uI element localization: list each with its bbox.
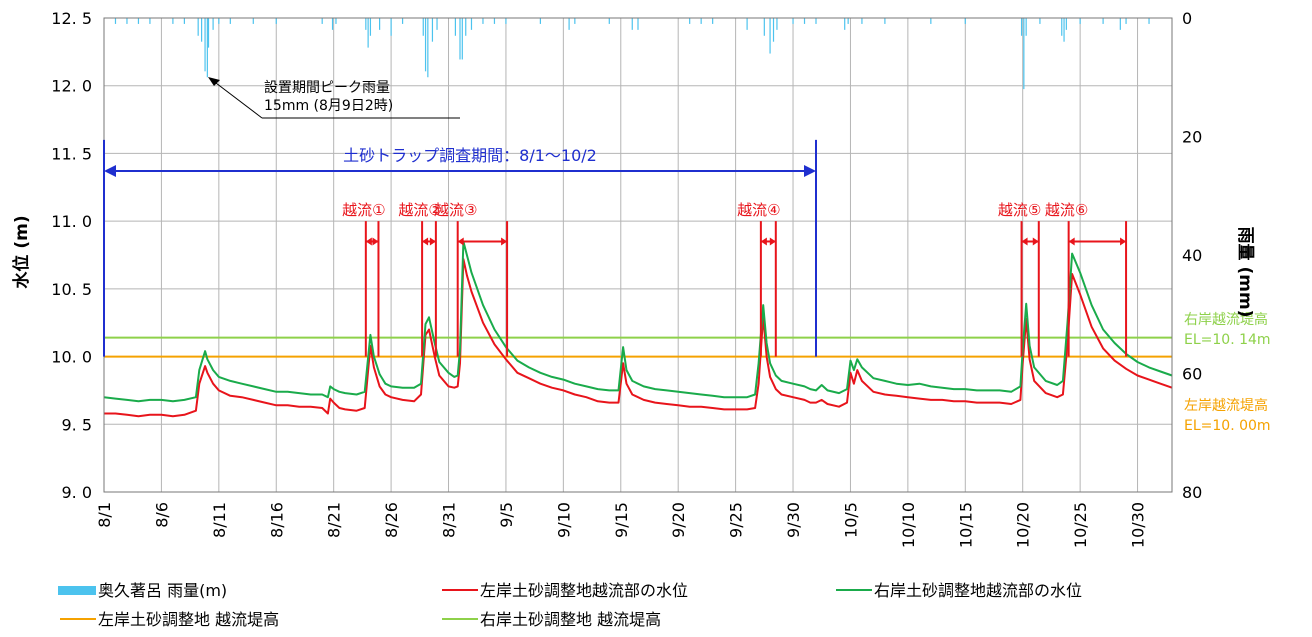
x-tick-label: 8/26 xyxy=(382,502,401,538)
legend: 奥久著呂 雨量(m) 左岸土砂調整地越流部の水位 右岸土砂調整地越流部の水位左岸土砂… xyxy=(58,581,1082,629)
overflow-label: 越流③ xyxy=(434,201,477,219)
overflow-arrowhead-right xyxy=(1120,237,1127,246)
y-right-title: 雨量 (mm) xyxy=(1235,227,1256,318)
series-line xyxy=(103,240,1173,403)
y-left-tick-label: 11. 5 xyxy=(51,144,92,163)
peak-rain-arrowhead xyxy=(208,77,220,86)
right-levee-value: EL=10. 14m xyxy=(1184,332,1271,348)
left-levee-value: EL=10. 00m xyxy=(1184,418,1271,434)
overflow-arrowhead-left xyxy=(760,237,767,246)
left-levee-label: 左岸越流堤高 xyxy=(1184,397,1268,414)
overflow-label: 越流④ xyxy=(737,201,780,219)
x-tick-label: 9/15 xyxy=(612,502,631,538)
grid-lines xyxy=(103,17,1172,493)
y-left-tick-label: 12. 5 xyxy=(51,9,92,28)
y-left-tick-label: 12. 0 xyxy=(51,77,92,96)
legend-label: 右岸土砂調整地越流部の水位 xyxy=(874,581,1082,600)
x-tick-label: 10/5 xyxy=(841,502,860,538)
legend-label: 左岸土砂調整地 越流堤高 xyxy=(98,610,279,629)
overflow-arrowhead-right xyxy=(769,237,776,246)
overflow-arrowhead-right xyxy=(501,237,508,246)
overflow-arrowhead-left xyxy=(1068,237,1075,246)
axis-ticks: 9. 0 9. 5 10. 0 10. 5 11. 0 11. 5 12. 0 12. 5 0 2… xyxy=(51,9,1202,548)
x-tick-label: 9/20 xyxy=(669,502,688,538)
peak-rain-label: 設置期間ピーク雨量 xyxy=(264,80,390,96)
survey-period-label: 土砂トラップ調査期間：8/1〜10/2 xyxy=(343,146,597,165)
legend-label: 右岸土砂調整地 越流堤高 xyxy=(480,610,661,629)
x-tick-label: 8/1 xyxy=(95,502,114,528)
legend-label: 左岸土砂調整地越流部の水位 xyxy=(480,581,688,600)
legend-label: 奥久著呂 雨量(m) xyxy=(98,581,227,600)
y-right-tick-label: 0 xyxy=(1182,9,1192,28)
levee-lines xyxy=(104,336,1172,358)
legend-swatch-bar xyxy=(58,586,96,595)
overflow-label: 越流① xyxy=(342,201,385,219)
x-tick-label: 9/30 xyxy=(784,502,803,538)
x-tick-label: 9/25 xyxy=(727,502,746,538)
x-tick-label: 10/30 xyxy=(1129,502,1148,548)
overflow-arrowhead-right xyxy=(1032,237,1039,246)
overflow-arrowhead-right xyxy=(372,237,379,246)
annotations: 設置期間ピーク雨量 15mm (8月9日2時) 土砂トラップ調査期間：8/1〜10/… xyxy=(103,77,1271,434)
peak-rain-value: 15mm (8月9日2時) xyxy=(264,98,393,114)
x-tick-label: 9/5 xyxy=(497,502,516,528)
series-line xyxy=(104,258,1173,418)
overflow-label: 越流⑤ xyxy=(998,201,1041,219)
y-right-tick-label: 80 xyxy=(1182,483,1202,502)
overflow-arrowhead-left xyxy=(1021,237,1028,246)
overflow-label: 越流⑥ xyxy=(1045,201,1088,219)
y-left-tick-label: 10. 5 xyxy=(51,280,92,299)
y-right-tick-label: 60 xyxy=(1182,365,1202,384)
x-tick-label: 9/10 xyxy=(554,502,573,538)
x-tick-label: 8/31 xyxy=(440,502,459,538)
x-tick-label: 8/16 xyxy=(267,502,286,538)
y-left-title: 水位 (m) xyxy=(11,215,32,288)
y-right-tick-label: 40 xyxy=(1182,246,1202,265)
y-left-tick-label: 10. 0 xyxy=(51,348,92,367)
x-tick-label: 10/15 xyxy=(956,502,975,548)
x-tick-label: 10/25 xyxy=(1071,502,1090,548)
overflow-label: 越流② xyxy=(398,201,441,219)
x-tick-label: 10/10 xyxy=(899,502,918,548)
water-level-series xyxy=(103,240,1173,418)
y-left-tick-label: 9. 0 xyxy=(61,483,92,502)
x-tick-label: 8/11 xyxy=(210,502,229,538)
x-tick-label: 10/20 xyxy=(1014,502,1033,548)
survey-arrowhead-left xyxy=(104,165,116,178)
overflow-arrowhead-right xyxy=(429,237,436,246)
overflow-arrowhead-left xyxy=(365,237,372,246)
y-right-tick-label: 20 xyxy=(1182,128,1202,147)
x-tick-label: 8/6 xyxy=(152,502,171,528)
y-left-tick-label: 9. 5 xyxy=(61,415,92,434)
right-levee-label: 右岸越流堤高 xyxy=(1184,311,1268,328)
overflow-arrowhead-left xyxy=(457,237,464,246)
rainfall-bars xyxy=(114,18,1150,90)
y-left-tick-label: 11. 0 xyxy=(51,212,92,231)
overflow-arrowhead-left xyxy=(422,237,429,246)
survey-arrowhead-right xyxy=(804,165,816,178)
peak-rain-arrow-line xyxy=(211,79,263,119)
x-tick-label: 8/21 xyxy=(325,502,344,538)
